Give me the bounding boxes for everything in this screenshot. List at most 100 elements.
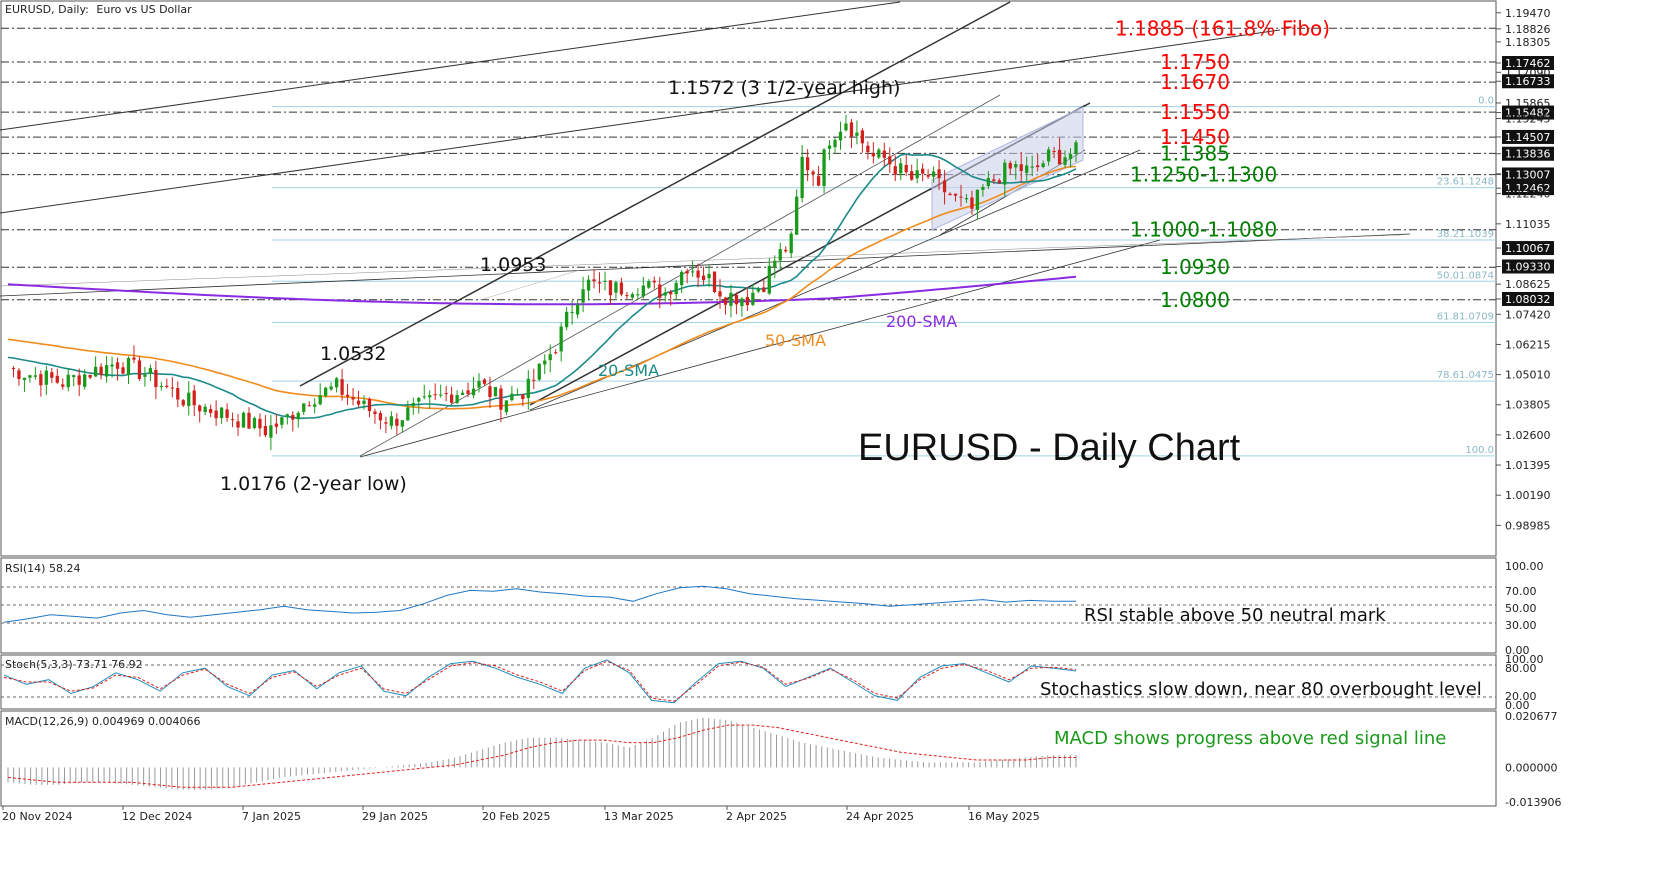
candle-body — [214, 410, 218, 419]
candle-body — [822, 149, 826, 187]
candle-body — [931, 171, 936, 177]
candle-body — [296, 412, 300, 420]
candle-body — [44, 370, 48, 385]
sma-200-line — [7, 275, 1077, 306]
candle-body — [778, 249, 782, 261]
stoch-note: Stochastics slow down, near 80 overbough… — [1040, 679, 1482, 700]
candle-body — [1030, 166, 1034, 168]
price-tick-label: 1.15245 — [1505, 112, 1551, 125]
stoch-panel-frame — [0, 654, 1497, 710]
stoch-tick-label: 20.00 — [1505, 690, 1537, 703]
candle-body — [548, 354, 552, 361]
candle-body — [302, 403, 306, 412]
candle-body — [340, 379, 344, 395]
candle-body — [959, 196, 963, 198]
fibo-label: 23.61.1248 — [1437, 177, 1494, 188]
candle-body — [970, 197, 974, 209]
candle-body — [1074, 142, 1078, 154]
price-tag — [1502, 241, 1554, 256]
macd-histogram — [7, 717, 1077, 790]
candle-body — [61, 384, 65, 387]
price-axis: 1.194701.188261.183051.174621.170901.167… — [1496, 7, 1554, 532]
candle-body — [1052, 151, 1056, 153]
macd-tick-label: 0.020677 — [1505, 710, 1558, 723]
candle-body — [669, 291, 673, 295]
candle-body — [586, 279, 591, 291]
trendline — [479, 269, 581, 301]
candle-body — [882, 150, 886, 158]
fibo-label: 100.0 — [1465, 445, 1494, 456]
macd-axis: 0.020677 0.000000 -0.013906 — [1505, 710, 1561, 809]
candle-body — [247, 412, 251, 429]
candle-body — [499, 388, 503, 410]
candle-body — [324, 387, 328, 396]
candle-body — [953, 193, 958, 196]
candle-body — [449, 394, 454, 403]
candle-body — [345, 394, 350, 397]
candle-body — [674, 282, 678, 295]
candle-body — [745, 297, 750, 306]
candle-body — [137, 360, 142, 379]
rsi-tick-label: 100.00 — [1505, 560, 1544, 573]
sma-20-label: 20-SMA — [598, 361, 659, 380]
price-tick-label: 1.13836 — [1505, 148, 1551, 161]
candle-body — [636, 294, 640, 296]
candle-body — [230, 419, 235, 421]
candle-body — [22, 377, 27, 380]
key-level-label: 1.1000-1.1080 — [1130, 218, 1277, 242]
key-level-label: 1.1250-1.1300 — [1130, 163, 1277, 187]
candle-body — [132, 357, 136, 360]
channel-upper-line — [299, 1, 1011, 387]
fibo-label: 61.81.0709 — [1437, 312, 1494, 323]
key-level-label: 1.1550 — [1160, 100, 1230, 124]
high-annotation: 1.1572 (3 1/2-year high) — [668, 77, 900, 99]
candle-body — [367, 398, 372, 412]
candle-body — [827, 145, 832, 149]
price-tick-label: 1.00190 — [1505, 489, 1551, 502]
time-tick-label: 20 Nov 2024 — [2, 810, 72, 823]
price-tick-label: 1.08032 — [1505, 293, 1551, 306]
candle-body — [729, 292, 733, 306]
candle-body — [225, 409, 229, 418]
candle-body — [154, 369, 158, 388]
candle-body — [471, 388, 476, 396]
candle-body — [680, 271, 684, 286]
candle-body — [515, 394, 519, 396]
candle-body — [751, 292, 755, 305]
candle-body — [428, 395, 432, 398]
candle-body — [740, 298, 744, 307]
candle-body — [630, 294, 635, 298]
candle-body — [378, 413, 383, 421]
candle-body — [400, 420, 404, 427]
candle-body — [986, 178, 991, 187]
time-tick-label: 29 Jan 2025 — [362, 810, 428, 823]
candle-body — [159, 385, 163, 387]
rising-wedge-shade — [931, 106, 1084, 231]
macd-title: MACD(12,26,9) 0.004969 0.004066 — [5, 715, 201, 728]
candle-body — [1019, 164, 1023, 171]
rsi-tick-label: 30.00 — [1505, 619, 1537, 632]
rsi-tick-label: 0.00 — [1505, 644, 1530, 657]
key-level-label: 1.1385 — [1160, 141, 1230, 165]
candle-body — [1041, 163, 1045, 167]
candle-body — [274, 423, 279, 427]
candle-body — [373, 411, 377, 415]
candle-body — [384, 422, 388, 424]
candle-body — [482, 379, 487, 384]
candle-body — [608, 280, 613, 296]
candle-body — [126, 358, 131, 376]
candle-body — [83, 374, 87, 387]
candle-body — [252, 417, 257, 429]
candle-body — [784, 249, 788, 252]
candle-body — [181, 400, 185, 406]
candle-body — [1014, 164, 1018, 168]
candle-body — [488, 386, 492, 398]
price-tick-label: 1.03805 — [1505, 399, 1551, 412]
candle-body — [833, 139, 837, 148]
price-tag — [1502, 291, 1554, 306]
candle-body — [313, 404, 317, 407]
candle-body — [33, 375, 38, 377]
candle-body — [406, 407, 410, 421]
sma-20-line — [7, 153, 1077, 420]
